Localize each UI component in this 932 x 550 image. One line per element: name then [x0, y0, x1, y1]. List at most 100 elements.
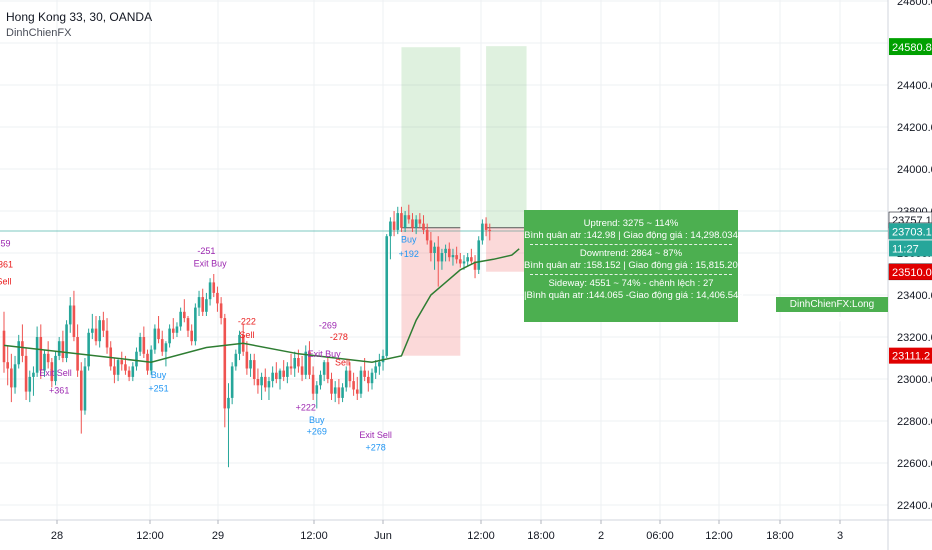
price-label-bg — [889, 39, 932, 56]
candle-body — [315, 385, 319, 394]
stop-loss-zone — [486, 227, 527, 272]
candle-body — [219, 303, 223, 319]
price-label-bg — [889, 347, 932, 364]
downtrend-stat: Downtrend: 2864 ~ 87% — [579, 248, 683, 259]
signal-label: Buy — [401, 235, 417, 245]
candle-body — [68, 305, 72, 325]
candle-body — [102, 320, 105, 331]
signal-label: +269 — [307, 427, 327, 437]
candle-body — [359, 370, 363, 394]
candle-body — [160, 339, 164, 352]
candle-body — [72, 305, 76, 337]
candle-body — [370, 372, 374, 384]
x-tick-label: 3 — [837, 530, 843, 542]
candle-body — [341, 387, 344, 398]
candle-body — [300, 366, 304, 375]
candle-body — [201, 297, 205, 312]
signal-label: Sell — [335, 357, 350, 367]
long-stoploss-label: DinhChienFX:Long Stoploss — [776, 297, 888, 325]
x-tick-label: 2 — [598, 530, 604, 542]
candle-body — [330, 379, 333, 394]
candle-body — [10, 368, 13, 388]
candle-body — [153, 328, 157, 350]
candle-body — [216, 292, 219, 304]
candlesticks — [2, 204, 492, 468]
candle-body — [205, 299, 208, 312]
candle-body — [297, 358, 300, 367]
stats-divider — [530, 274, 732, 275]
candle-body — [455, 255, 458, 260]
candle-body — [396, 213, 400, 230]
candle-body — [326, 362, 330, 379]
candle-body — [171, 328, 175, 333]
signal-label: +278 — [366, 442, 386, 452]
candle-body — [21, 341, 24, 356]
candle-body — [39, 337, 43, 371]
candle-body — [124, 364, 127, 371]
x-tick-label: Jun — [374, 530, 392, 542]
candle-body — [422, 223, 425, 230]
x-tick-label: 29 — [212, 530, 224, 542]
sideway-stat: Sideway: 4551 ~ 74% - chênh lệch : 27 — [548, 278, 714, 289]
candle-body — [61, 341, 65, 358]
price-label-bg — [889, 263, 932, 280]
signal-label: +222 — [296, 403, 316, 413]
candle-body — [381, 355, 385, 363]
candle-body — [275, 372, 278, 379]
candle-body — [267, 381, 271, 388]
candle-body — [481, 223, 484, 241]
sideway-detail: |Bình quân atr :144.065 -Giao động giá :… — [524, 289, 744, 301]
candle-body — [164, 343, 168, 352]
candle-body — [54, 355, 57, 382]
candle-body — [355, 389, 359, 394]
candle-body — [447, 248, 451, 258]
candle-body — [374, 366, 377, 373]
candle-body — [311, 374, 315, 394]
candle-body — [212, 282, 216, 293]
candle-body — [429, 240, 433, 253]
candle-body — [142, 337, 146, 354]
take-profit-zone — [486, 46, 527, 228]
candle-body — [282, 370, 285, 377]
signal-label: -251 — [197, 246, 215, 256]
candle-body — [293, 358, 297, 369]
signal-label: -278 — [330, 332, 348, 342]
x-tick-label: 12:00 — [467, 530, 495, 542]
candle-body — [65, 324, 68, 358]
x-tick-label: 12:00 — [136, 530, 164, 542]
candle-body — [230, 366, 234, 398]
price-axis: 24800.024600.024400.024200.024000.023800… — [888, 0, 932, 512]
candle-body — [411, 219, 414, 228]
candle-body — [389, 221, 392, 237]
candle-body — [304, 351, 308, 375]
candle-body — [28, 376, 32, 392]
candle-body — [484, 223, 488, 230]
candle-body — [403, 215, 407, 228]
price-label-bg — [889, 223, 932, 240]
candle-body — [407, 215, 411, 220]
y-tick-label: 24400.0 — [897, 80, 932, 92]
candle-body — [24, 355, 28, 392]
candle-body — [6, 362, 9, 369]
y-tick-label: 23000.0 — [897, 374, 932, 386]
take-profit-zone — [401, 47, 461, 228]
signal-label: Sell — [239, 330, 254, 340]
candle-body — [87, 332, 90, 367]
y-tick-label: 22400.0 — [897, 500, 932, 512]
candle-body — [433, 246, 436, 253]
candle-body — [245, 351, 249, 369]
candle-body — [436, 246, 440, 262]
candle-body — [286, 366, 289, 377]
downtrend-detail: Bình quân atr :158.152 | Giao động giá :… — [524, 259, 744, 271]
candle-body — [271, 372, 274, 382]
candle-body — [400, 213, 403, 228]
candle-body — [252, 360, 256, 379]
candle-body — [120, 360, 124, 365]
y-tick-label: 23200.0 — [897, 332, 932, 344]
x-tick-label: 28 — [51, 530, 63, 542]
price-label: 23510.0 — [892, 267, 932, 279]
x-tick-label: 18:00 — [766, 530, 794, 542]
signal-label: Exit Sell — [359, 430, 392, 440]
